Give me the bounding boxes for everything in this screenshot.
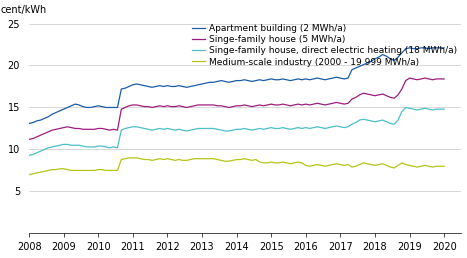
Singe-family house (5 MWh/a) bbox=[142, 105, 147, 108]
Singe-family house (5 MWh/a) bbox=[26, 138, 32, 141]
Apartment building (2 MWh/a) bbox=[26, 122, 32, 125]
Line: Singe-family house, direct electric heating (18 MWh/a): Singe-family house, direct electric heat… bbox=[29, 108, 444, 155]
Apartment building (2 MWh/a) bbox=[142, 84, 147, 87]
Singe-family house, direct electric heating (18 MWh/a) bbox=[165, 127, 170, 130]
Singe-family house (5 MWh/a) bbox=[253, 104, 259, 107]
Line: Apartment building (2 MWh/a): Apartment building (2 MWh/a) bbox=[29, 48, 444, 123]
Singe-family house (5 MWh/a) bbox=[407, 77, 412, 80]
Singe-family house, direct electric heating (18 MWh/a) bbox=[57, 144, 63, 147]
Singe-family house, direct electric heating (18 MWh/a) bbox=[26, 154, 32, 157]
Apartment building (2 MWh/a) bbox=[249, 80, 255, 83]
Singe-family house, direct electric heating (18 MWh/a) bbox=[441, 108, 447, 111]
Medium-scale industry (2000 - 19 999 MWh/a) bbox=[441, 165, 447, 168]
Medium-scale industry (2000 - 19 999 MWh/a) bbox=[303, 164, 309, 167]
Singe-family house (5 MWh/a) bbox=[57, 127, 63, 130]
Legend: Apartment building (2 MWh/a), Singe-family house (5 MWh/a), Singe-family house, : Apartment building (2 MWh/a), Singe-fami… bbox=[191, 24, 457, 67]
Singe-family house, direct electric heating (18 MWh/a) bbox=[142, 127, 147, 130]
Singe-family house, direct electric heating (18 MWh/a) bbox=[249, 128, 255, 132]
Apartment building (2 MWh/a) bbox=[441, 46, 447, 49]
Singe-family house (5 MWh/a) bbox=[441, 77, 447, 80]
Singe-family house, direct electric heating (18 MWh/a) bbox=[299, 127, 305, 130]
Medium-scale industry (2000 - 19 999 MWh/a) bbox=[169, 158, 174, 161]
Apartment building (2 MWh/a) bbox=[165, 84, 170, 87]
Singe-family house, direct electric heating (18 MWh/a) bbox=[403, 106, 409, 109]
Medium-scale industry (2000 - 19 999 MWh/a) bbox=[57, 167, 63, 170]
Line: Singe-family house (5 MWh/a): Singe-family house (5 MWh/a) bbox=[29, 78, 444, 139]
Medium-scale industry (2000 - 19 999 MWh/a) bbox=[145, 158, 151, 161]
Singe-family house (5 MWh/a) bbox=[299, 103, 305, 107]
Line: Medium-scale industry (2000 - 19 999 MWh/a): Medium-scale industry (2000 - 19 999 MWh… bbox=[29, 158, 444, 175]
Medium-scale industry (2000 - 19 999 MWh/a) bbox=[126, 156, 132, 159]
Singe-family house, direct electric heating (18 MWh/a) bbox=[253, 128, 259, 131]
Singe-family house (5 MWh/a) bbox=[249, 105, 255, 108]
Apartment building (2 MWh/a) bbox=[407, 46, 412, 49]
Apartment building (2 MWh/a) bbox=[299, 78, 305, 81]
Text: cent/kWh: cent/kWh bbox=[1, 5, 47, 15]
Medium-scale industry (2000 - 19 999 MWh/a) bbox=[26, 173, 32, 176]
Apartment building (2 MWh/a) bbox=[57, 109, 63, 112]
Singe-family house (5 MWh/a) bbox=[165, 104, 170, 107]
Apartment building (2 MWh/a) bbox=[253, 79, 259, 82]
Medium-scale industry (2000 - 19 999 MWh/a) bbox=[253, 158, 259, 161]
Medium-scale industry (2000 - 19 999 MWh/a) bbox=[257, 160, 262, 164]
